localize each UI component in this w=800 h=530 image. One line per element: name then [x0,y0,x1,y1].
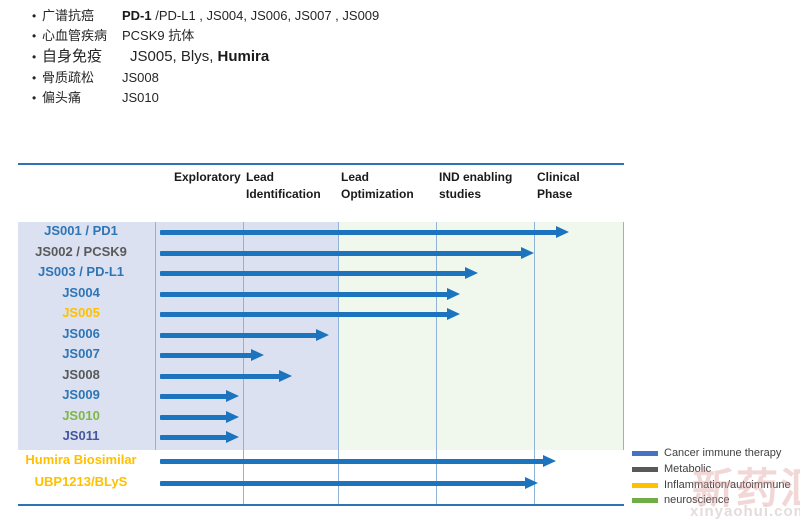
row-label: JS006 [62,325,100,341]
watermark-logo: 新药汇 [692,465,800,512]
gridline [155,222,156,450]
progress-arrow-head [447,287,460,300]
indication-label: 骨质疏松 [42,70,95,85]
indication-drugs: JS005, Blys, Humira [130,46,269,67]
row-label: JS002 / PCSK9 [35,243,127,259]
drugs-text: /PD-L1 , JS004, JS006, JS007 , JS009 [151,8,380,23]
late-stage-band [338,222,624,450]
legend-swatch [632,467,658,472]
progress-arrow-shaft [160,291,448,297]
legend-label: neuroscience [664,494,730,506]
chart-bottom-rule [18,504,624,506]
drugs-text-bold: PD-1 [122,8,152,23]
progress-arrow-head [543,455,556,467]
progress-arrow-shaft [160,435,227,440]
indication-label: 心血管疾病 [42,28,108,43]
gridline [338,222,339,505]
phase-header: Exploratory [174,170,241,184]
progress-arrow-shaft [160,459,544,464]
legend-swatch [632,451,658,456]
bullet-icon: • [32,9,37,23]
bullet-icon: • [32,71,37,85]
progress-arrow-shaft [160,481,526,486]
drugs-text: JS010 [122,90,159,105]
progress-arrow-shaft [160,230,557,235]
drugs-text: JS005, Blys, [130,48,218,65]
progress-arrow-head [251,349,264,361]
legend-swatch [632,483,658,488]
gridline [534,222,535,505]
progress-arrow-head [226,431,239,443]
row-label: UBP1213/BLyS [34,474,128,489]
watermark-url: xinyaohui.com [690,503,800,520]
indication-summary-list: • 广谱抗癌 PD-1 /PD-L1 , JS004, JS006, JS007… [32,6,379,108]
progress-arrow-shaft [160,312,448,317]
legend-swatch [632,498,658,503]
gridline [243,222,244,505]
bullet-icon: • [32,29,37,43]
list-item: • 偏头痛 JS010 [32,88,379,108]
progress-arrow-head [521,246,534,259]
progress-arrow-head [226,410,239,423]
bullet-icon: • [32,91,37,105]
progress-arrow-head [525,477,538,489]
legend-label: Inflammation/autoimmune [664,479,791,491]
progress-arrow-shaft [160,353,252,358]
row-label: JS005 [62,305,100,320]
list-item: • 自身免疫 JS005, Blys, Humira [32,46,379,68]
indication-drugs: PD-1 /PD-L1 , JS004, JS006, JS007 , JS00… [122,6,379,25]
progress-arrow-shaft [160,373,280,379]
progress-arrow-shaft [160,250,522,256]
progress-arrow-head [447,308,460,320]
legend-label: Metabolic [664,463,712,475]
progress-arrow-head [465,267,478,279]
indication-label: 自身免疫 [42,48,103,65]
progress-arrow-head [226,390,239,402]
gridline [436,222,437,505]
indication-label: 偏头痛 [42,90,82,105]
progress-arrow-head [279,369,292,382]
header-top-rule [18,163,624,165]
drugs-text-bold: Humira [217,48,270,65]
row-label: JS010 [62,407,100,423]
drugs-text: JS008 [122,70,159,85]
row-label: JS008 [62,366,100,382]
indication-drugs: JS010 [122,88,159,107]
row-label: JS007 [62,346,100,361]
progress-arrow-shaft [160,271,466,276]
progress-arrow-head [316,328,329,341]
phase-header: Lead Optimization [341,170,414,201]
indication-label: 广谱抗癌 [42,8,95,23]
row-label: JS001 / PD1 [44,223,118,238]
progress-arrow-shaft [160,332,317,338]
bullet-icon: • [32,50,37,64]
progress-arrow-shaft [160,394,227,399]
drugs-text: PCSK9 抗体 [122,28,195,43]
phase-header: IND enabling studies [439,170,513,201]
row-label: Humira Biosimilar [25,452,137,467]
row-label: JS003 / PD-L1 [38,264,124,279]
list-item: • 心血管疾病 PCSK9 抗体 [32,26,379,46]
phase-header: Lead Identification [246,170,321,201]
indication-drugs: PCSK9 抗体 [122,26,194,45]
list-item: • 骨质疏松 JS008 [32,68,379,88]
gridline [623,222,624,450]
row-label: JS011 [62,428,100,443]
progress-arrow-head [556,226,569,238]
legend-label: Cancer immune therapy [664,447,782,459]
indication-drugs: JS008 [122,68,159,87]
row-label: JS009 [62,387,100,402]
list-item: • 广谱抗癌 PD-1 /PD-L1 , JS004, JS006, JS007… [32,6,379,26]
row-label: JS004 [62,284,100,300]
progress-arrow-shaft [160,414,227,420]
phase-header: Clinical Phase [537,170,580,201]
